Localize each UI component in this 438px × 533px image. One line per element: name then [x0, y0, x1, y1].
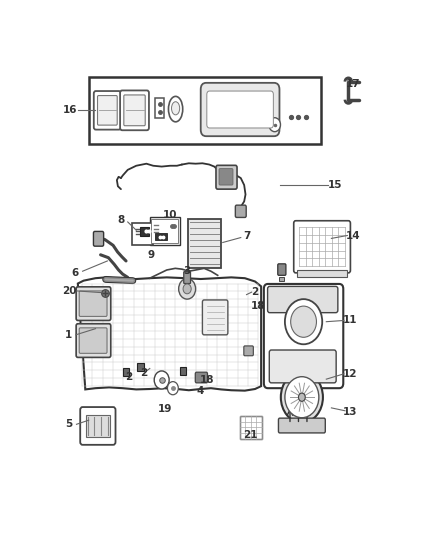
Circle shape [167, 382, 178, 395]
Circle shape [285, 299, 322, 344]
Bar [279, 277, 284, 281]
FancyBboxPatch shape [76, 324, 111, 358]
Bar [240, 416, 262, 439]
FancyBboxPatch shape [123, 368, 129, 376]
Bar [88, 77, 321, 144]
FancyBboxPatch shape [188, 219, 221, 268]
FancyBboxPatch shape [98, 95, 117, 125]
FancyBboxPatch shape [294, 221, 350, 273]
Bar [297, 270, 346, 277]
FancyBboxPatch shape [76, 287, 111, 320]
Text: 12: 12 [343, 369, 357, 379]
Circle shape [285, 377, 319, 418]
Circle shape [269, 118, 280, 132]
Text: 18: 18 [200, 375, 214, 385]
Text: 2: 2 [125, 372, 132, 382]
Bar [86, 415, 110, 437]
FancyBboxPatch shape [94, 91, 121, 130]
FancyBboxPatch shape [269, 350, 336, 383]
Text: 5: 5 [65, 419, 73, 429]
FancyBboxPatch shape [235, 205, 246, 217]
Text: 16: 16 [63, 106, 77, 115]
FancyBboxPatch shape [79, 328, 107, 353]
Text: 15: 15 [328, 180, 342, 190]
Text: 10: 10 [163, 209, 177, 220]
Bar [155, 98, 164, 118]
Text: 2: 2 [141, 368, 148, 377]
Ellipse shape [169, 96, 183, 122]
FancyBboxPatch shape [279, 418, 325, 433]
Bar [151, 219, 178, 243]
Circle shape [281, 372, 323, 423]
Circle shape [298, 393, 305, 401]
FancyBboxPatch shape [80, 407, 116, 445]
FancyBboxPatch shape [216, 165, 237, 189]
Text: 8: 8 [117, 215, 124, 225]
Circle shape [291, 306, 317, 337]
Bar [150, 217, 180, 245]
FancyBboxPatch shape [202, 300, 228, 335]
FancyBboxPatch shape [278, 264, 286, 276]
FancyBboxPatch shape [180, 367, 187, 375]
Text: 18: 18 [251, 301, 266, 311]
Text: 1: 1 [65, 330, 72, 340]
Ellipse shape [172, 102, 180, 115]
FancyBboxPatch shape [120, 91, 149, 130]
Text: 9: 9 [148, 250, 155, 260]
FancyBboxPatch shape [201, 83, 279, 136]
FancyBboxPatch shape [207, 91, 273, 128]
Text: 4: 4 [196, 386, 204, 397]
FancyBboxPatch shape [124, 95, 145, 126]
Text: 14: 14 [346, 230, 361, 240]
FancyBboxPatch shape [79, 291, 107, 317]
FancyBboxPatch shape [137, 363, 144, 371]
Circle shape [179, 279, 196, 299]
FancyBboxPatch shape [244, 346, 253, 356]
Text: 3: 3 [183, 266, 190, 276]
Bar [140, 227, 149, 236]
FancyBboxPatch shape [132, 223, 153, 245]
Text: 20: 20 [62, 286, 76, 296]
FancyBboxPatch shape [184, 272, 191, 284]
Circle shape [154, 371, 169, 389]
Text: 6: 6 [71, 268, 79, 278]
Text: 11: 11 [343, 316, 357, 326]
FancyBboxPatch shape [264, 284, 343, 388]
Circle shape [183, 284, 191, 294]
Bar [155, 233, 167, 240]
FancyBboxPatch shape [268, 286, 338, 313]
FancyBboxPatch shape [219, 168, 233, 185]
FancyBboxPatch shape [93, 231, 104, 246]
Text: 19: 19 [158, 403, 172, 414]
FancyBboxPatch shape [195, 372, 208, 383]
Text: 17: 17 [346, 79, 360, 88]
Polygon shape [78, 277, 261, 391]
Text: 2: 2 [251, 287, 259, 297]
Text: 7: 7 [243, 230, 250, 240]
Text: 13: 13 [343, 407, 357, 417]
Text: 21: 21 [243, 430, 257, 440]
